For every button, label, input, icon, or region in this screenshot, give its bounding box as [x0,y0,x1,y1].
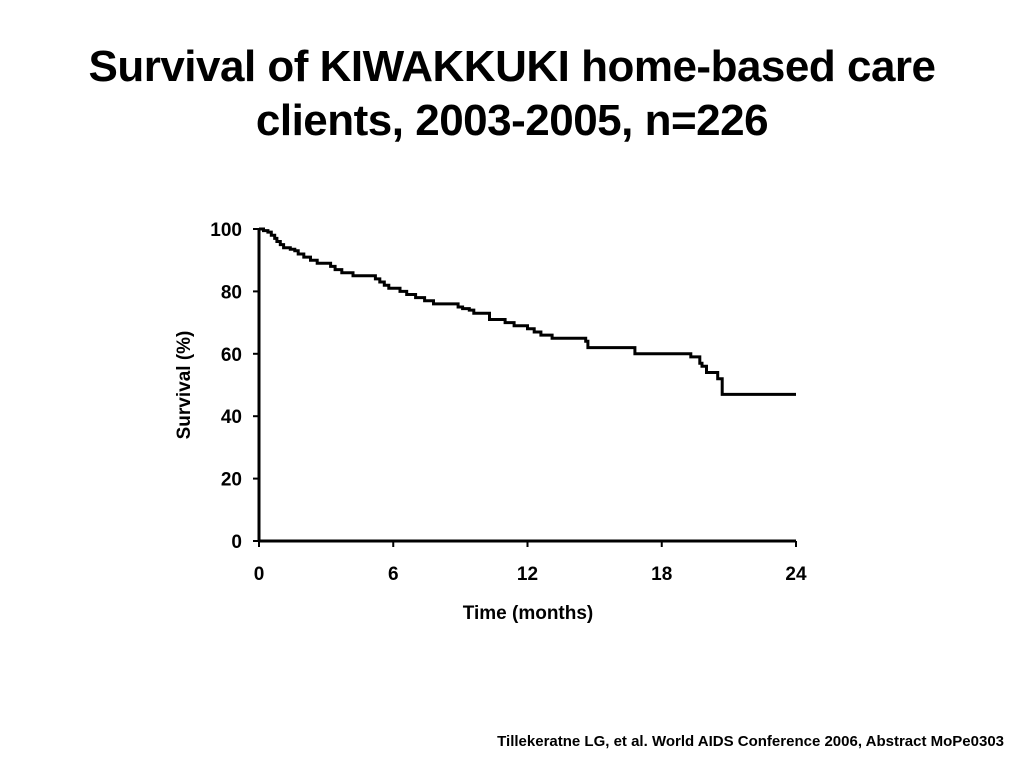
x-tick-label: 0 [254,564,265,585]
x-tick-label: 18 [651,564,672,585]
chart-ticks: 0 20 40 60 80 100 0 6 12 18 24 [210,220,807,585]
y-tick-label: 20 [221,470,242,491]
x-axis-label: Time (months) [463,603,594,624]
y-tick-label: 60 [221,345,242,366]
y-axis-label: Survival (%) [174,331,195,440]
chart-axes [259,229,796,541]
citation: Tillekeratne LG, et al. World AIDS Confe… [497,733,1004,750]
y-tick-label: 0 [231,532,242,553]
y-tick-label: 40 [221,407,242,428]
x-tick-label: 12 [517,564,538,585]
y-tick-label: 100 [210,220,242,241]
x-tick-label: 6 [388,564,399,585]
chart-series [259,229,796,394]
x-tick-label: 24 [785,564,807,585]
survival-curve [259,229,796,394]
y-tick-label: 80 [221,282,242,303]
